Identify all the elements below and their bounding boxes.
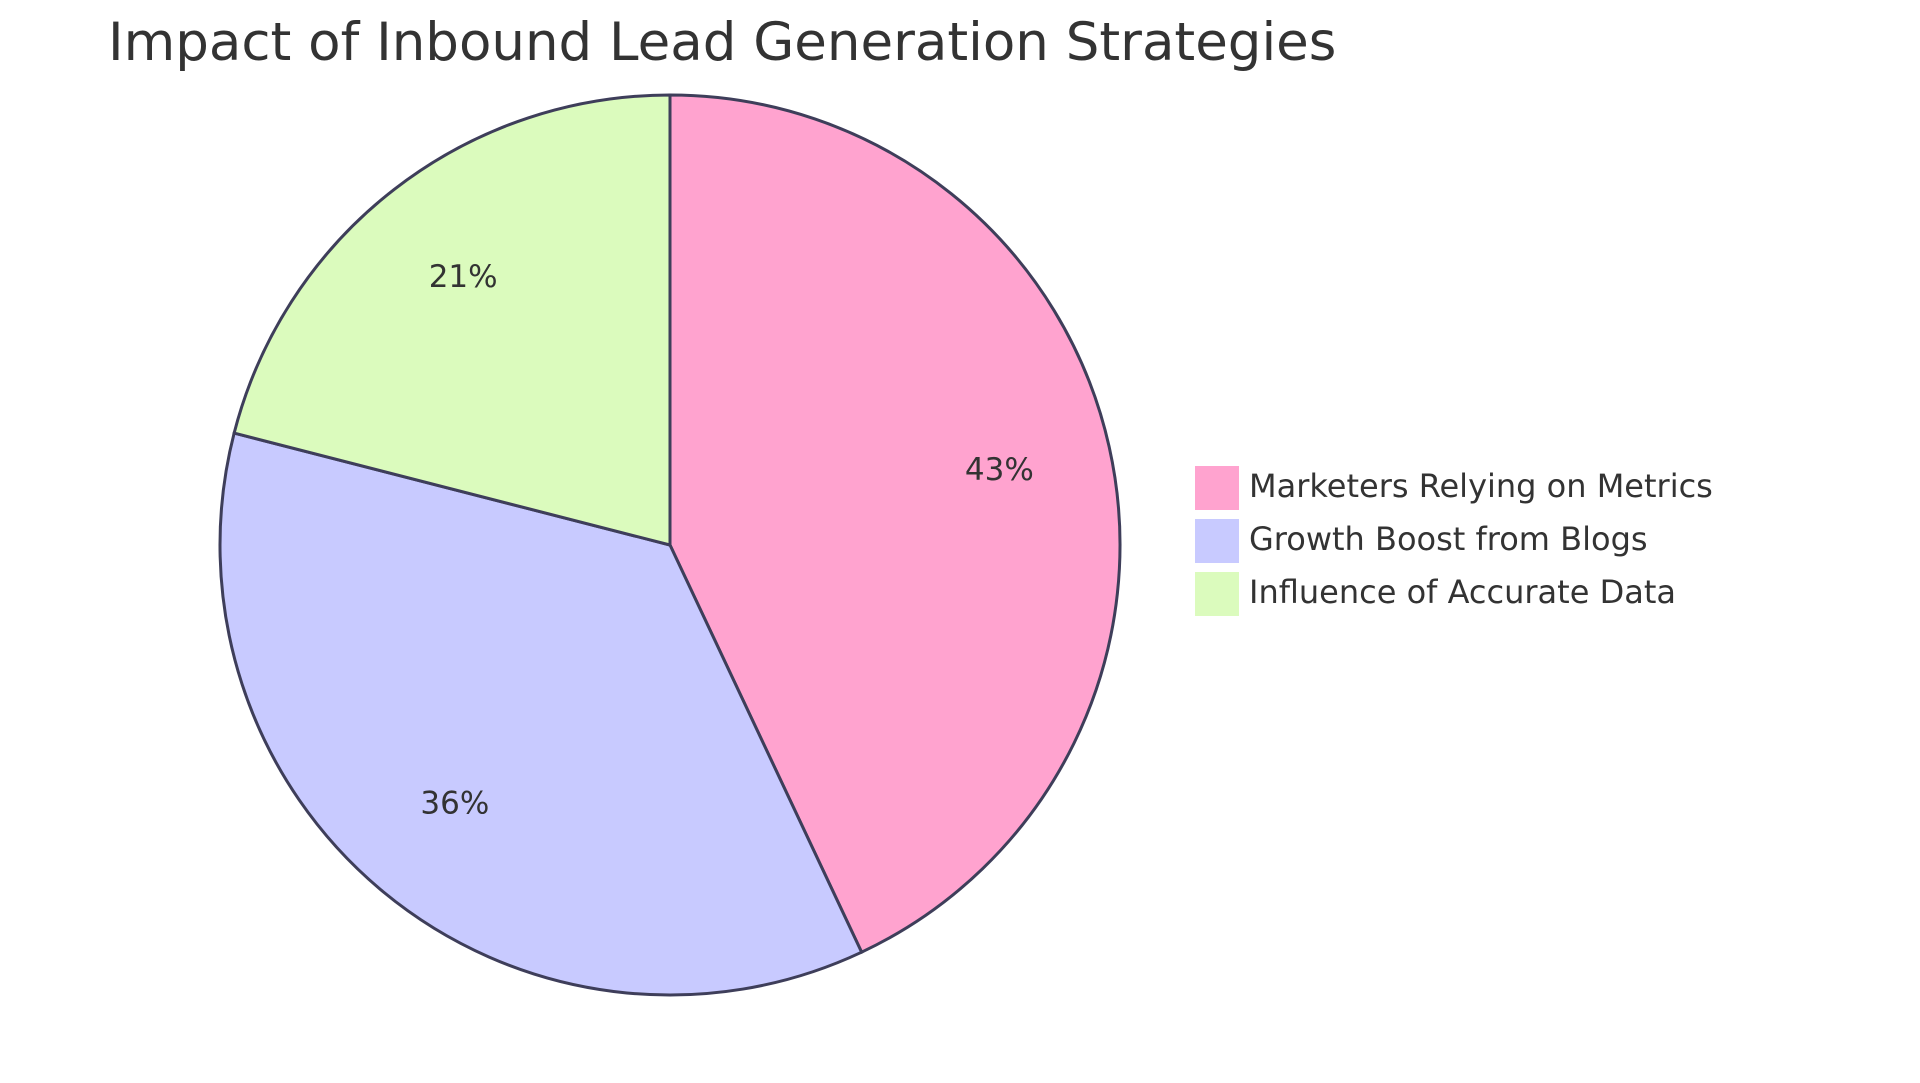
legend-label-3: Influence of Accurate Data	[1249, 573, 1676, 611]
slice-label-3: 21%	[429, 259, 498, 295]
slice-label-2: 36%	[420, 786, 489, 822]
legend-label-1: Marketers Relying on Metrics	[1249, 467, 1713, 505]
legend-swatch-2	[1195, 519, 1239, 563]
pie-slices	[218, 93, 1122, 997]
pie-slice-1	[668, 93, 1122, 955]
slice-label-1: 43%	[965, 452, 1034, 488]
pie-slice-3	[232, 93, 672, 547]
pie-slice-2	[218, 431, 864, 997]
legend-label-2: Growth Boost from Blogs	[1249, 520, 1648, 558]
legend-swatch-1	[1195, 466, 1239, 510]
legend: Marketers Relying on Metrics Growth Boost…	[1195, 466, 1713, 616]
legend-swatch-3	[1195, 572, 1239, 616]
slice-labels: 43% 36% 21%	[420, 259, 1033, 822]
chart-title: Impact of Inbound Lead Generation Strate…	[108, 12, 1336, 73]
